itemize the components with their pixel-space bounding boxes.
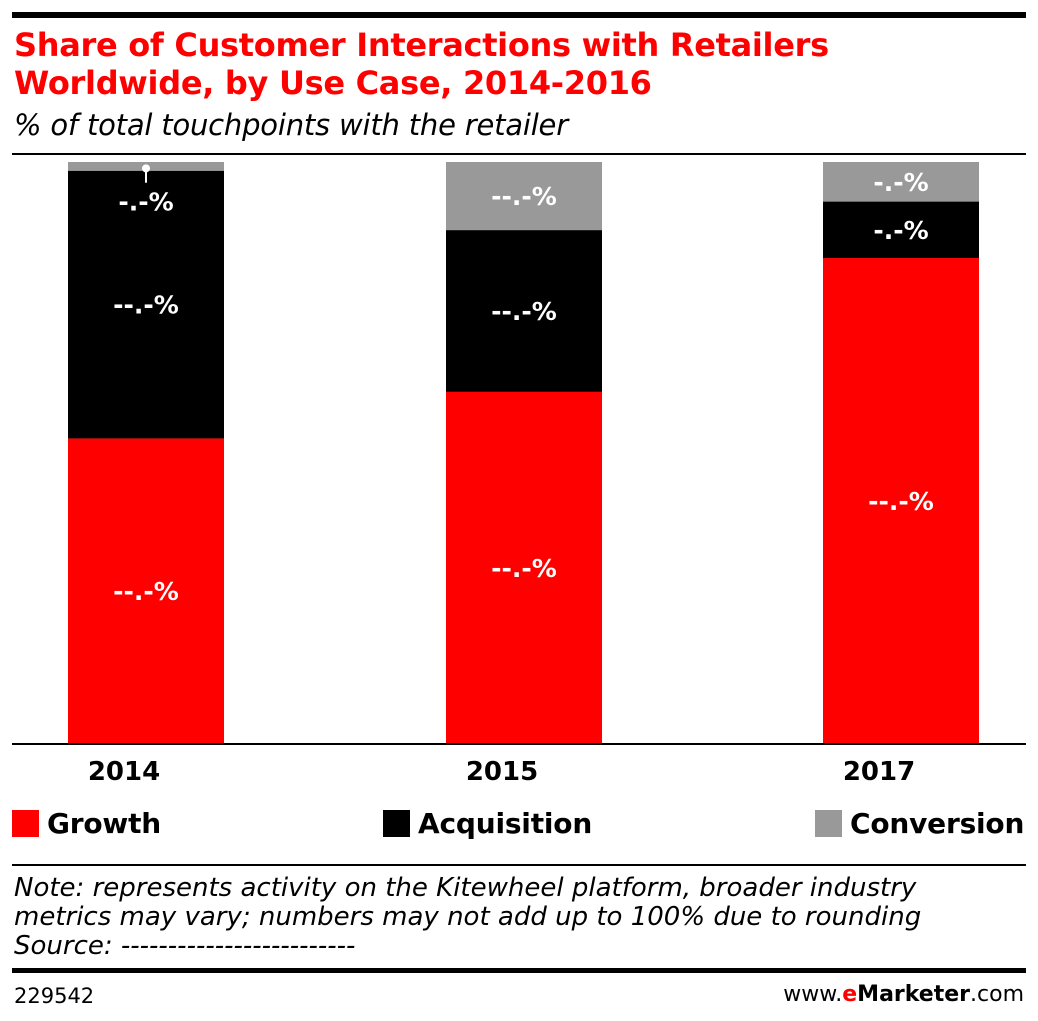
legend-label-acquisition: Acquisition — [418, 806, 593, 840]
data-label-conversion-2014: -.-% — [118, 188, 173, 217]
bars-group: --.-% --.-% -.-% --.-% --.-% --.-% --.-% -.-% -.… — [68, 162, 979, 744]
note-line-1: Note: represents activity on the Kitewhe… — [14, 873, 917, 903]
data-label-growth-2014: --.-% — [113, 577, 179, 606]
legend-swatch-acquisition — [383, 809, 410, 837]
bar-growth-2014 — [68, 438, 224, 744]
brand-prefix: www. — [783, 982, 843, 1007]
bar-acquisition-2017 — [823, 201, 979, 259]
stacked-bar-chart: --.-% --.-% -.-% --.-% --.-% --.-% --.-% -.-% -.… — [12, 162, 1026, 787]
bar-conversion-2017 — [823, 162, 979, 202]
source-line: Source: ------------------------- — [14, 931, 356, 961]
chart-notes: Note: represents activity on the Kitewhe… — [14, 874, 1024, 961]
x-tick-label-2015: 2015 — [466, 757, 538, 787]
data-label-growth-2015: --.-% — [491, 554, 557, 583]
note-rule — [12, 864, 1026, 866]
note-line-2: metrics may vary; numbers may not add up… — [14, 902, 922, 932]
chart-title: Share of Customer Interactions with Reta… — [14, 26, 829, 102]
x-tick-label-2014: 2014 — [88, 757, 160, 787]
bar-growth-2015 — [446, 391, 602, 744]
data-label-acquisition-2015: --.-% — [491, 297, 557, 326]
data-label-acquisition-2017: -.-% — [873, 216, 928, 245]
brand-name: Marketer — [857, 982, 971, 1007]
top-rule — [12, 12, 1026, 18]
bar-acquisition-2015 — [446, 230, 602, 392]
bar-conversion-2015 — [446, 162, 602, 231]
brand-url[interactable]: www.eMarketer.com — [783, 982, 1024, 1007]
data-label-conversion-2015: --.-% — [491, 182, 557, 211]
brand-e: e — [842, 982, 858, 1007]
legend-item-conversion: Conversion — [815, 806, 1024, 840]
footer-rule — [12, 968, 1026, 973]
brand-suffix: .com — [970, 982, 1024, 1007]
bar-growth-2017 — [823, 258, 979, 744]
chart-subtitle: % of total touchpoints with the retailer — [14, 108, 568, 142]
legend-swatch-growth — [12, 809, 39, 837]
legend-item-acquisition: Acquisition — [383, 806, 592, 840]
legend-swatch-conversion — [815, 809, 842, 837]
legend-item-growth: Growth — [12, 806, 161, 840]
legend-label-conversion: Conversion — [850, 806, 1025, 840]
x-tick-label-2017: 2017 — [843, 757, 915, 787]
data-label-conversion-2017: -.-% — [873, 168, 928, 197]
x-tick-labels: 2014 2015 2017 — [88, 757, 915, 787]
chart-id: 229542 — [14, 984, 95, 1008]
data-label-growth-2017: --.-% — [868, 487, 934, 516]
subtitle-rule — [12, 153, 1026, 155]
legend-label-growth: Growth — [47, 806, 162, 840]
data-label-acquisition-2014: --.-% — [113, 291, 179, 320]
bar-acquisition-2014 — [68, 170, 224, 439]
